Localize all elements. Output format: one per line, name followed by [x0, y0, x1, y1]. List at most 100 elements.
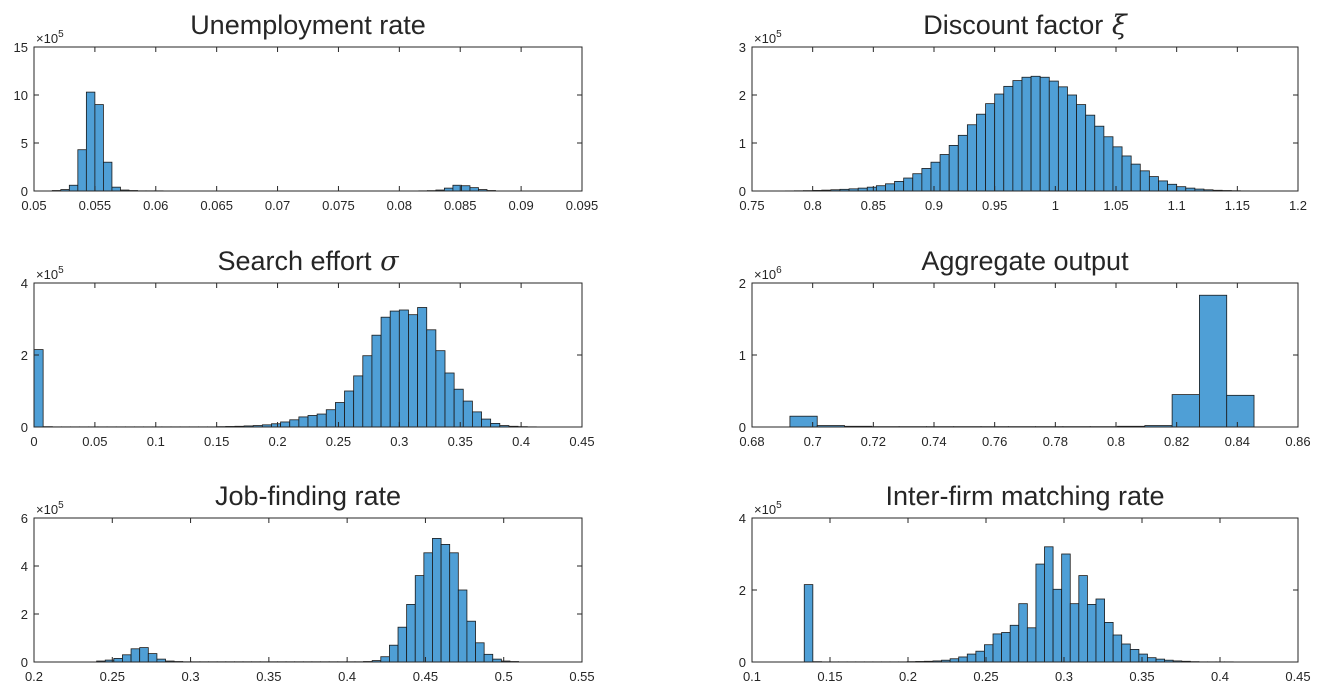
histogram-bar	[441, 544, 450, 662]
x-tick-label: 0.75	[739, 198, 764, 213]
y-tick-label: 0	[21, 184, 28, 199]
x-tick-label: 0.45	[1285, 669, 1310, 684]
x-tick-label: 0.1	[743, 669, 761, 684]
y-tick-label: 4	[21, 559, 28, 574]
histogram-bar	[1149, 177, 1158, 191]
x-tick-label: 0.35	[1129, 669, 1154, 684]
axis-exponent: ×105	[754, 29, 782, 46]
histogram-bar	[308, 415, 317, 427]
histogram-bar	[1105, 622, 1114, 662]
axis-exponent: ×106	[754, 265, 782, 282]
x-tick-label: 0.95	[982, 198, 1007, 213]
x-tick-label: 0.15	[817, 669, 842, 684]
x-tick-label: 0.9	[925, 198, 943, 213]
histogram-bar	[931, 162, 940, 191]
histogram-bar	[458, 590, 467, 662]
histogram-bar	[390, 311, 399, 427]
y-tick-label: 4	[739, 511, 746, 526]
y-tick-label: 0	[739, 420, 746, 435]
histogram-bar	[913, 174, 922, 191]
x-tick-label: 0.075	[322, 198, 355, 213]
x-tick-label: 0.4	[338, 669, 356, 684]
histogram-bar	[1067, 95, 1076, 191]
y-tick-label: 0	[739, 655, 746, 670]
y-tick-label: 2	[739, 276, 746, 291]
axis-exponent: ×105	[36, 29, 64, 46]
histogram-bar	[86, 92, 95, 191]
histogram-bar	[114, 658, 123, 662]
x-tick-label: 0.8	[804, 198, 822, 213]
histogram-bar	[299, 417, 308, 427]
axis-exponent: ×105	[36, 500, 64, 517]
histogram-bar	[467, 621, 476, 662]
histogram-bar	[398, 627, 407, 662]
histogram-bar	[326, 410, 335, 427]
x-tick-label: 0.1	[147, 434, 165, 449]
histogram-bar	[482, 419, 491, 427]
y-tick-label: 4	[21, 276, 28, 291]
histogram-bar	[976, 114, 985, 191]
histogram-bar	[1168, 184, 1177, 191]
histogram-bar	[454, 389, 463, 427]
x-tick-label: 0.065	[200, 198, 233, 213]
y-tick-label: 3	[739, 40, 746, 55]
histogram-bar	[69, 185, 78, 191]
x-tick-label: 0.55	[569, 669, 594, 684]
x-tick-label: 0.3	[182, 669, 200, 684]
x-tick-label: 0.3	[390, 434, 408, 449]
x-tick-label: 0.45	[413, 669, 438, 684]
histogram-bar	[1002, 632, 1011, 662]
histogram-bar	[986, 104, 995, 191]
x-tick-label: 0.74	[921, 434, 946, 449]
histogram-bar	[1013, 81, 1022, 191]
histogram-bar	[1130, 649, 1139, 662]
histogram-bar	[922, 168, 931, 191]
x-tick-label: 0.2	[899, 669, 917, 684]
histogram-bar	[1045, 547, 1054, 662]
histogram-bar	[290, 420, 299, 427]
x-tick-label: 0.4	[512, 434, 530, 449]
x-tick-label: 0.15	[204, 434, 229, 449]
y-tick-label: 1	[739, 348, 746, 363]
histogram-bar	[1131, 164, 1140, 191]
histogram-bar	[317, 414, 326, 427]
x-tick-label: 0.76	[982, 434, 1007, 449]
histogram-bar	[1053, 589, 1062, 662]
histogram-bar	[895, 181, 904, 191]
x-tick-label: 0.85	[861, 198, 886, 213]
histogram-bar	[427, 330, 436, 427]
y-tick-label: 10	[14, 88, 28, 103]
histogram-bar	[1079, 576, 1088, 662]
chart-title: Unemployment rate	[190, 10, 426, 40]
histogram-bar	[389, 645, 398, 662]
x-tick-label: 0.095	[566, 198, 599, 213]
histogram-bar	[940, 155, 949, 191]
histogram-bar	[461, 186, 470, 191]
axis-exponent: ×105	[36, 265, 64, 282]
histogram-bar	[148, 654, 157, 662]
x-tick-label: 0.08	[387, 198, 412, 213]
histogram-bar	[1096, 599, 1105, 662]
histogram-bar	[1087, 604, 1096, 662]
x-tick-label: 0.3	[1055, 669, 1073, 684]
chart-title: Inter-firm matching rate	[885, 481, 1164, 511]
histogram-bar	[885, 184, 894, 191]
histogram-bar	[1027, 628, 1036, 662]
x-tick-label: 1	[1052, 198, 1059, 213]
histogram-bar	[876, 186, 885, 191]
histogram-bar	[1113, 635, 1122, 662]
axis-exponent: ×105	[754, 500, 782, 517]
histogram-bar	[424, 553, 433, 662]
x-tick-label: 0.07	[265, 198, 290, 213]
histogram-bar	[1019, 604, 1028, 662]
histogram-bar	[363, 356, 372, 427]
histogram-bar	[967, 125, 976, 191]
histogram-bar	[1113, 147, 1122, 191]
histogram-bar	[1022, 77, 1031, 191]
histogram-bar	[381, 657, 390, 662]
histogram-bar	[1095, 126, 1104, 191]
